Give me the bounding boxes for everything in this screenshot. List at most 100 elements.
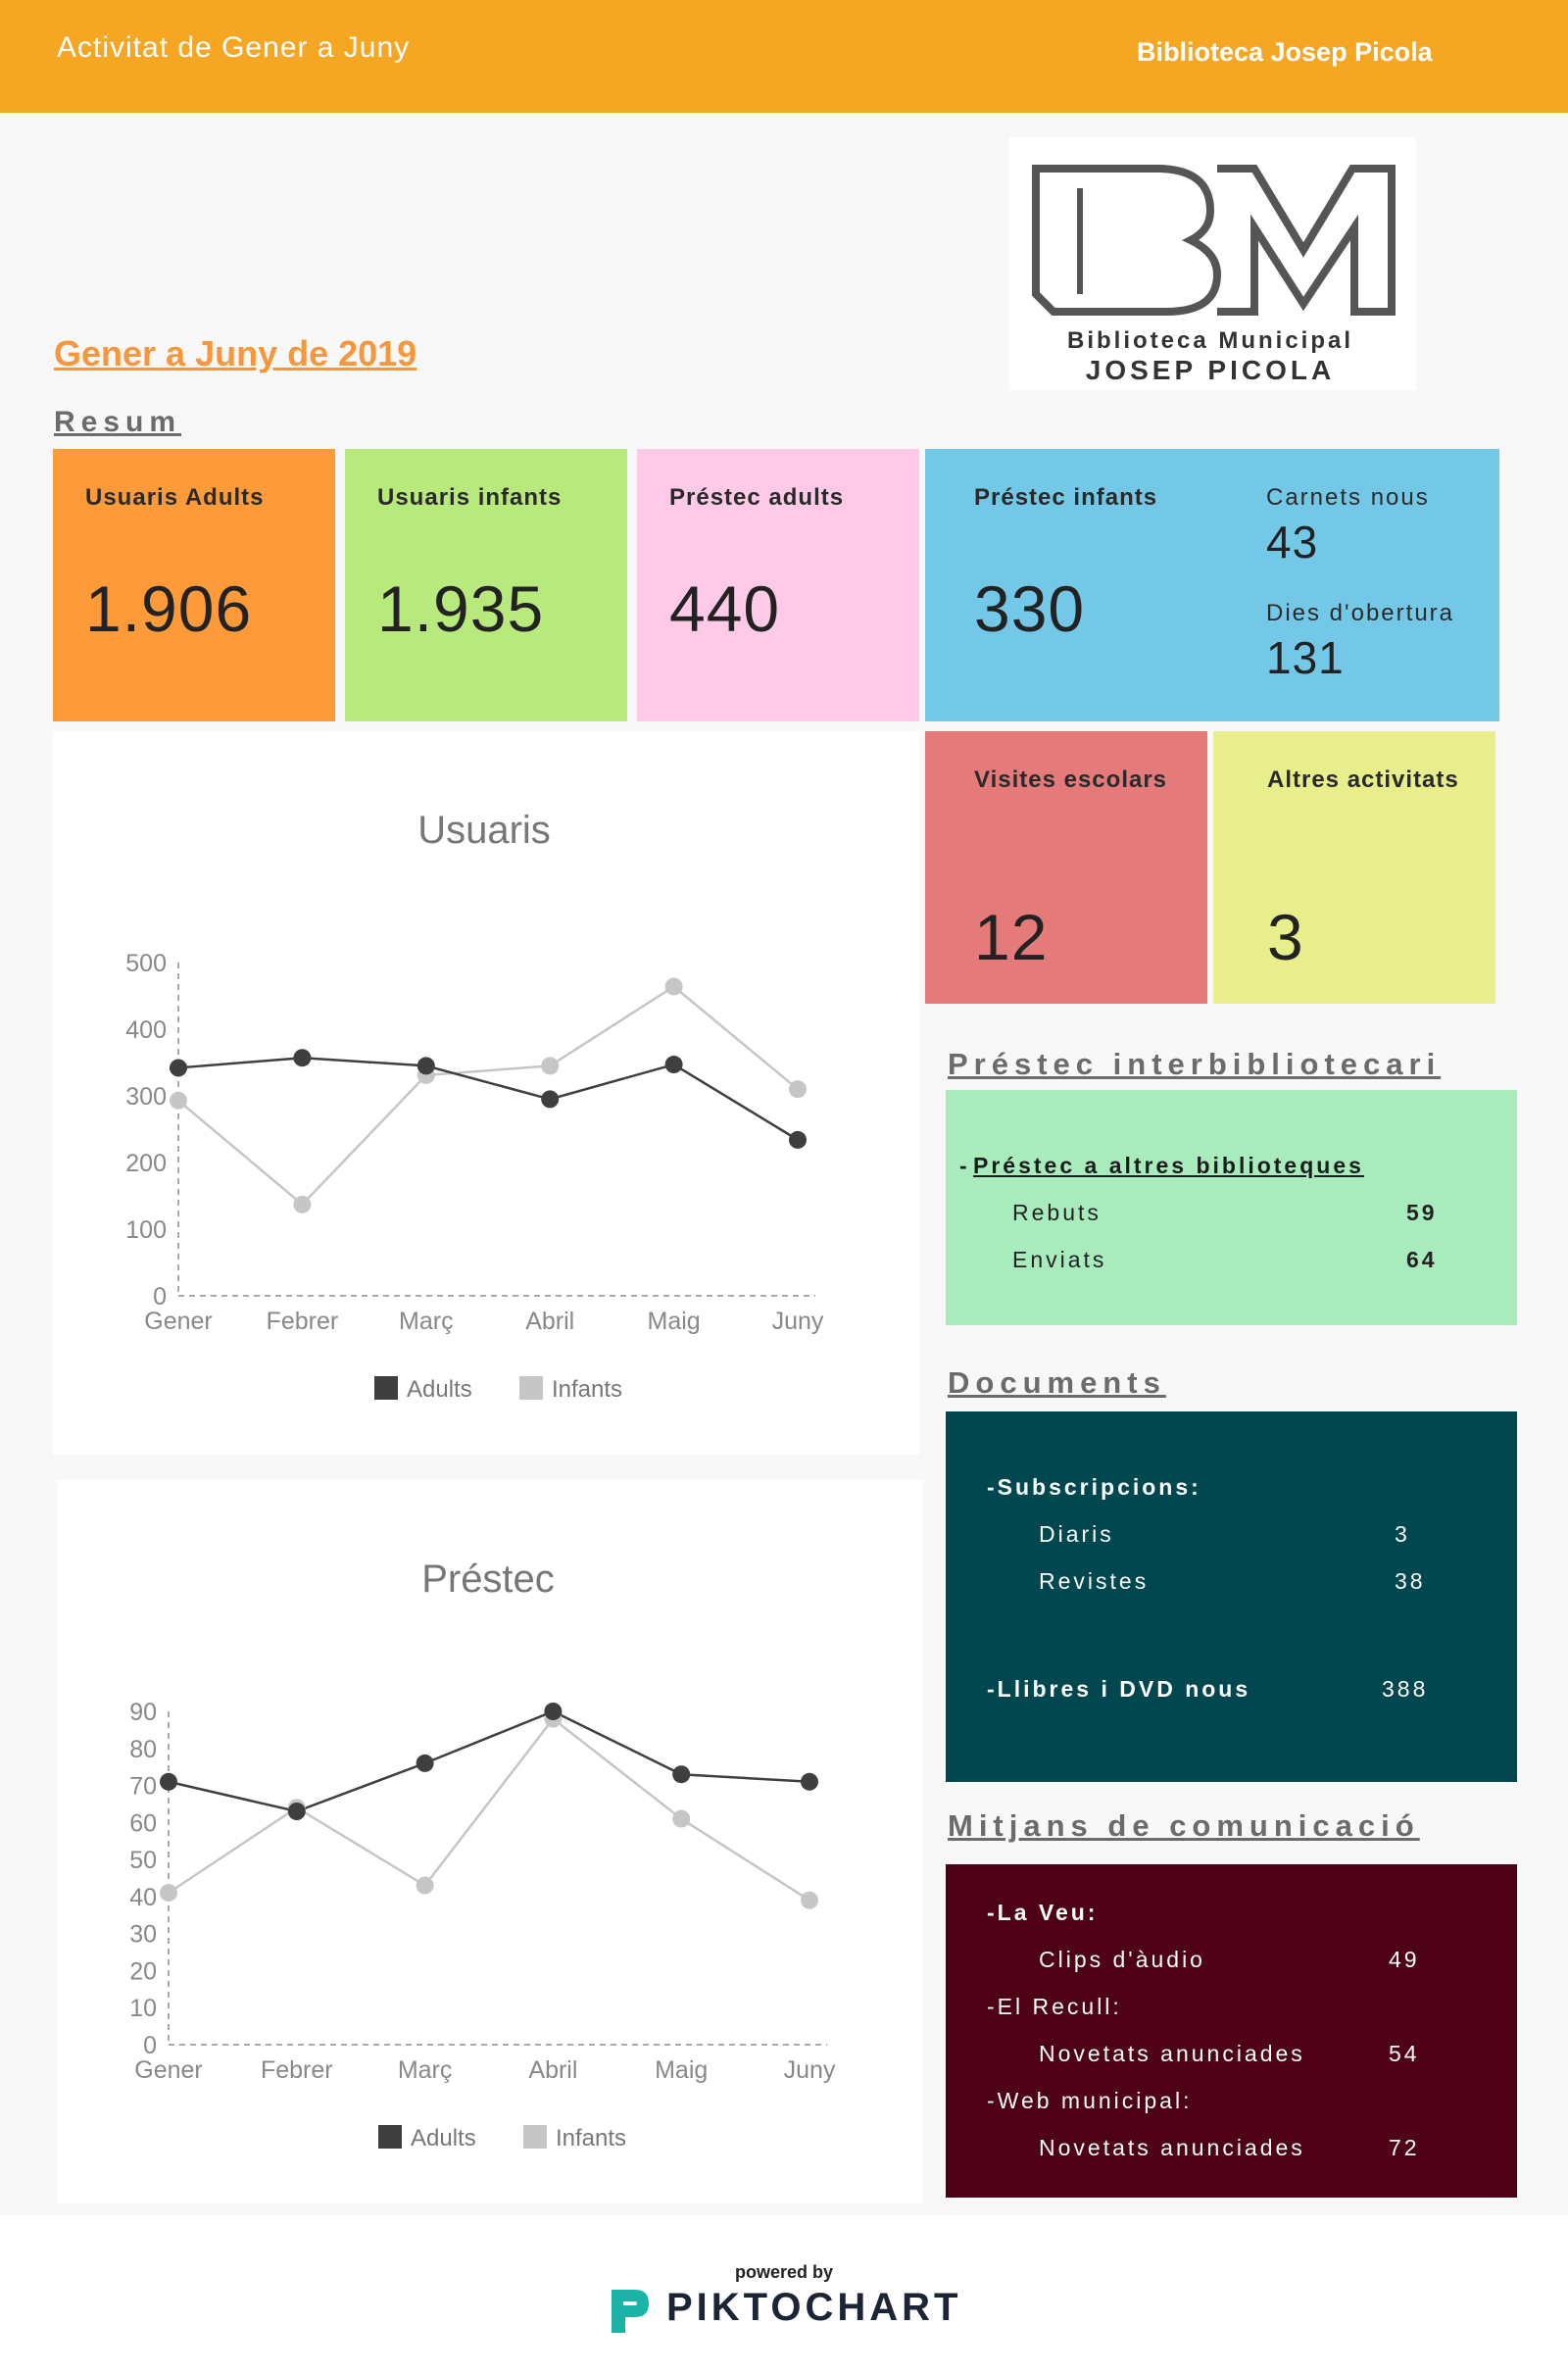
y-tick-label: 40 — [129, 1884, 157, 1911]
data-point-infants — [170, 1091, 187, 1110]
y-tick-label: 400 — [125, 1016, 167, 1044]
y-tick-label: 10 — [129, 1995, 157, 2022]
card-usuaris-adults: Usuaris Adults 1.906 — [53, 449, 335, 721]
y-tick-label: 500 — [125, 950, 167, 977]
data-point-infants — [789, 1080, 807, 1099]
media-box: -La Veu: Clips d'àudio 49 -El Recull: No… — [946, 1864, 1517, 2198]
data-point-infants — [664, 977, 683, 996]
y-tick-label: 0 — [143, 2032, 157, 2059]
legend-label-infants: Infants — [552, 1376, 622, 1403]
card-value: 440 — [669, 572, 781, 645]
logo-graphic: Biblioteca Municipal JOSEP PICOLA — [1032, 165, 1396, 385]
x-tick-label: Gener — [144, 1308, 212, 1335]
diaris-label: Diaris — [1039, 1521, 1114, 1547]
card-label: Préstec adults — [669, 484, 845, 511]
y-tick-label: 300 — [125, 1083, 167, 1111]
logo-line-2: JOSEP PICOLA — [1086, 355, 1335, 385]
chart-usuaris-svg: Usuaris 0 100 200 300 400 500 Gener Febrer Març Ab… — [125, 809, 824, 1403]
chart-title: Préstec — [421, 1558, 555, 1601]
piktochart-icon — [612, 2290, 649, 2333]
card-usuaris-infants: Usuaris infants 1.935 — [345, 449, 627, 721]
interlibrary-heading: Préstec a altres biblioteques — [973, 1153, 1364, 1178]
org-name: Biblioteca Josep Picola — [1137, 37, 1433, 67]
rebuts-value: 59 — [1406, 1200, 1438, 1225]
data-point-adults — [416, 1057, 435, 1075]
chart-usuaris: Usuaris 0 100 200 300 400 500 Gener Febrer Març Ab… — [53, 731, 919, 1455]
x-tick-label: Juny — [772, 1308, 824, 1335]
card-prestec-infants: Préstec infants 330 Carnets nous 43 Dies… — [925, 449, 1499, 721]
web-heading: -Web municipal: — [987, 2088, 1193, 2113]
legend-label-adults: Adults — [407, 1376, 472, 1403]
header-bar: Activitat de Gener a Juny Biblioteca Jos… — [0, 0, 1568, 113]
interlibrary-box: - Préstec a altres biblioteques Rebuts 5… — [946, 1090, 1517, 1325]
interlibrary-heading-dash: - — [959, 1153, 970, 1178]
data-point-adults — [672, 1765, 691, 1784]
data-point-adults — [789, 1130, 807, 1149]
rebuts-label: Rebuts — [1012, 1200, 1102, 1225]
dies-label: Dies d'obertura — [1266, 600, 1454, 626]
x-tick-label: Febrer — [267, 1308, 339, 1335]
x-tick-label: Març — [398, 2056, 453, 2084]
data-point-adults — [541, 1090, 560, 1109]
card-prestec-adults: Préstec adults 440 — [637, 449, 919, 721]
page-title: Activitat de Gener a Juny — [57, 31, 411, 64]
card-value: 1.935 — [377, 572, 545, 645]
data-point-adults — [544, 1703, 563, 1720]
legend-swatch-infants — [523, 2125, 547, 2149]
llibres-label: -Llibres i DVD nous — [987, 1676, 1251, 1702]
y-tick-label: 70 — [129, 1773, 157, 1801]
x-tick-label: Març — [399, 1308, 454, 1335]
data-point-adults — [293, 1049, 312, 1067]
card-label: Altres activitats — [1267, 767, 1459, 793]
powered-by-text: powered by — [734, 2262, 834, 2282]
x-tick-label: Maig — [648, 1308, 701, 1335]
library-logo: Biblioteca Municipal JOSEP PICOLA — [1009, 137, 1416, 390]
diaris-value: 3 — [1395, 1521, 1410, 1547]
data-point-infants — [416, 1876, 434, 1895]
data-point-adults — [160, 1772, 177, 1791]
series-line-infants — [168, 1716, 810, 1902]
el-recull-label: Novetats anunciades — [1039, 2041, 1305, 2066]
x-tick-label: Maig — [655, 2056, 708, 2084]
carnets-label: Carnets nous — [1266, 484, 1430, 511]
x-tick-label: Abril — [528, 2056, 577, 2084]
card-value: 3 — [1267, 901, 1304, 973]
x-tick-label: Gener — [134, 2056, 202, 2084]
period-title: Gener a Juny de 2019 — [54, 333, 417, 373]
x-tick-label: Abril — [525, 1308, 574, 1335]
web-label: Novetats anunciades — [1039, 2135, 1305, 2160]
y-tick-label: 90 — [129, 1699, 157, 1726]
carnets-value: 43 — [1266, 517, 1319, 568]
subscripcions-heading: -Subscripcions: — [987, 1474, 1201, 1500]
legend-swatch-adults — [374, 1376, 398, 1400]
data-point-adults — [287, 1803, 306, 1820]
card-value: 1.906 — [85, 572, 253, 645]
footer: powered by PIKTOCHART — [0, 2215, 1568, 2374]
card-altres-activitats: Altres activitats 3 — [1213, 731, 1495, 1004]
data-point-adults — [664, 1056, 683, 1074]
y-tick-label: 100 — [125, 1216, 167, 1244]
y-tick-label: 60 — [129, 1809, 157, 1837]
y-tick-label: 50 — [129, 1847, 157, 1874]
legend-swatch-adults — [378, 2125, 402, 2149]
y-tick-label: 0 — [153, 1283, 167, 1311]
data-point-infants — [293, 1195, 312, 1213]
llibres-value: 388 — [1382, 1676, 1429, 1702]
web-value: 72 — [1389, 2135, 1420, 2160]
y-tick-label: 30 — [129, 1921, 157, 1949]
chart-prestec: Préstec 0 10 20 30 40 50 60 70 80 90 Gener Febrer Mar… — [57, 1480, 923, 2203]
legend-label-infants: Infants — [556, 2125, 626, 2151]
la-veu-label: Clips d'àudio — [1039, 1947, 1205, 1972]
data-point-infants — [160, 1884, 177, 1903]
series-line-adults — [177, 1056, 799, 1141]
y-tick-label: 200 — [125, 1150, 167, 1177]
chart-prestec-svg: Préstec 0 10 20 30 40 50 60 70 80 90 Gener Febrer Mar… — [129, 1558, 836, 2151]
card-value: 12 — [974, 901, 1049, 973]
data-point-infants — [801, 1891, 818, 1909]
enviats-label: Enviats — [1012, 1247, 1107, 1272]
enviats-value: 64 — [1406, 1247, 1438, 1272]
series-line-adults — [168, 1709, 810, 1813]
el-recull-heading: -El Recull: — [987, 1994, 1122, 2019]
revistes-value: 38 — [1395, 1568, 1426, 1594]
la-veu-value: 49 — [1389, 1947, 1420, 1972]
